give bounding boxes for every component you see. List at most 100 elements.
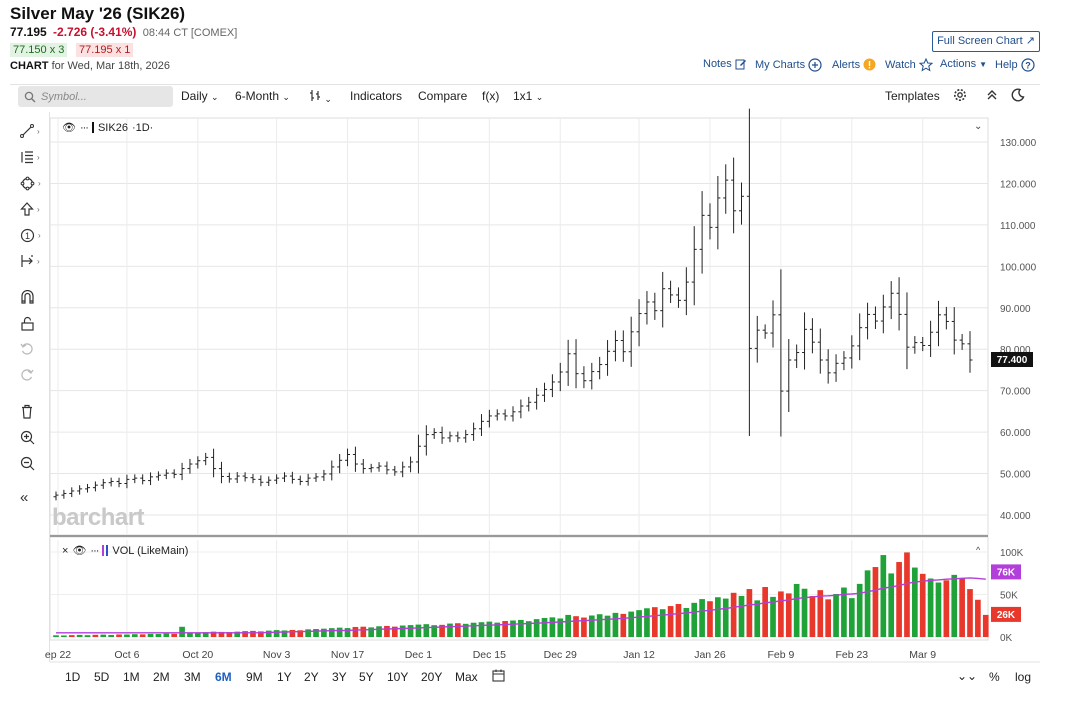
volume-bar — [194, 632, 201, 637]
ohlc-bar — [817, 328, 823, 374]
more-dots-icon[interactable]: ··· — [79, 121, 89, 134]
eye-icon[interactable]: 👁 — [62, 122, 76, 134]
fx-button[interactable]: f(x) — [482, 89, 500, 103]
expand-down-icon[interactable]: ⌄⌄ — [957, 669, 978, 683]
layout-dropdown[interactable]: 1x1 ⌄ — [513, 89, 543, 103]
fibonacci-tool[interactable]: › — [20, 146, 50, 168]
time-tick-label: Oct 20 — [182, 649, 213, 661]
volume-bar — [738, 595, 745, 637]
volume-bar — [399, 625, 406, 637]
zoom-out-button[interactable] — [20, 452, 50, 474]
pane-collapse-chevron-icon[interactable]: ⌄ — [974, 121, 983, 132]
trash-icon — [22, 404, 32, 419]
ohlc-bar — [297, 475, 303, 486]
volume-bar — [470, 622, 477, 637]
templates-button[interactable]: Templates — [885, 89, 940, 103]
range-button-20y[interactable]: 20Y — [421, 670, 443, 684]
watch-link[interactable]: Watch — [885, 58, 933, 72]
interval-label: Daily — [181, 89, 208, 103]
trend-line-tool[interactable]: › — [20, 120, 50, 142]
arrow-tool[interactable]: › — [20, 198, 50, 220]
range-button-6m[interactable]: 6M — [215, 670, 232, 684]
eye-icon[interactable]: 👁 — [72, 545, 87, 557]
price-tick-label: 90.000 — [1000, 304, 1031, 315]
range-button-5d[interactable]: 5D — [94, 670, 110, 684]
help-link[interactable]: Help ? — [995, 58, 1035, 72]
compare-button[interactable]: Compare — [418, 89, 468, 103]
shapes-tool[interactable]: › — [20, 172, 50, 194]
symbol-search-input[interactable]: Symbol... — [18, 86, 173, 107]
settings-gear-icon[interactable] — [953, 88, 967, 105]
range-dropdown[interactable]: 6-Month ⌄ — [235, 89, 290, 103]
calendar-button[interactable] — [492, 669, 505, 687]
collapse-up-icon[interactable] — [986, 88, 998, 105]
range-button-10y[interactable]: 10Y — [387, 670, 409, 684]
ohlc-bar — [589, 362, 595, 390]
more-dots-icon[interactable]: ··· — [90, 544, 99, 557]
volume-bar — [809, 596, 816, 637]
ohlc-bar — [439, 426, 445, 444]
ohlc-bar — [124, 474, 130, 489]
range-button-3m[interactable]: 3M — [184, 670, 201, 684]
volume-bar — [234, 631, 241, 637]
zoom-in-button[interactable] — [20, 426, 50, 448]
measure-tool[interactable]: › — [20, 250, 50, 272]
alerts-link[interactable]: Alerts — [832, 58, 876, 71]
chart-type-dropdown[interactable]: ⌄ — [309, 89, 332, 105]
time-tick-label: Nov 3 — [263, 649, 291, 661]
range-button-max[interactable]: Max — [455, 670, 478, 684]
lock-tool[interactable] — [20, 312, 50, 334]
volume-bar — [265, 630, 272, 637]
volume-bar — [502, 621, 508, 637]
ohlc-bar — [282, 472, 287, 482]
redo-button[interactable] — [20, 364, 50, 386]
range-button-1m[interactable]: 1M — [123, 670, 140, 684]
ohlc-bar — [376, 462, 382, 472]
range-button-2m[interactable]: 2M — [153, 670, 170, 684]
volume-bar — [360, 626, 367, 637]
dark-mode-moon-icon[interactable] — [1011, 88, 1025, 105]
undo-button[interactable] — [20, 338, 50, 360]
full-screen-chart-button[interactable]: Full Screen Chart ↗ — [932, 31, 1040, 52]
price-tick-label: 70.000 — [1000, 387, 1031, 398]
pane-collapse-caret-icon[interactable]: ^ — [976, 545, 981, 555]
range-button-1d[interactable]: 1D — [65, 670, 81, 684]
collapse-sidebar-button[interactable]: « — [20, 486, 50, 508]
delete-drawings-button[interactable] — [20, 400, 50, 422]
magnet-tool[interactable] — [20, 286, 50, 308]
percent-scale-button[interactable]: % — [989, 670, 1000, 684]
range-button-3y[interactable]: 3Y — [332, 670, 347, 684]
ohlc-bar — [471, 422, 477, 441]
range-button-9m[interactable]: 9M — [246, 670, 263, 684]
unlock-icon — [21, 316, 34, 331]
interval-dropdown[interactable]: Daily ⌄ — [181, 89, 219, 103]
chevron-down-icon: ⌄ — [535, 92, 544, 102]
range-button-5y[interactable]: 5Y — [359, 670, 374, 684]
volume-bar — [391, 626, 398, 637]
indicators-button[interactable]: Indicators — [350, 89, 403, 103]
volume-bar — [92, 634, 99, 637]
ohlc-bar — [754, 315, 760, 363]
annotation-tool[interactable]: 1 › — [20, 224, 50, 246]
time-tick-label: Dec 1 — [405, 649, 433, 661]
ohlc-bar — [100, 478, 106, 489]
notes-link[interactable]: Notes — [703, 58, 747, 70]
close-icon[interactable]: × — [62, 544, 69, 557]
series-period: ·1D· — [131, 121, 154, 134]
range-button-2y[interactable]: 2Y — [304, 670, 319, 684]
ohlc-bar — [148, 472, 154, 486]
ohlc-bar — [597, 356, 603, 380]
help-label: Help — [995, 59, 1018, 71]
ohlc-bar — [423, 425, 429, 456]
range-button-1y[interactable]: 1Y — [277, 670, 292, 684]
log-scale-button[interactable]: log — [1015, 670, 1032, 684]
my-charts-link[interactable]: My Charts — [755, 58, 822, 72]
volume-bar — [667, 606, 674, 637]
volume-bar — [139, 634, 146, 637]
search-icon — [24, 91, 36, 102]
ohlc-bar — [872, 306, 878, 330]
ohlc-bar — [305, 473, 311, 486]
actions-menu[interactable]: Actions ▼ — [940, 58, 987, 70]
ohlc-bar — [833, 354, 839, 382]
